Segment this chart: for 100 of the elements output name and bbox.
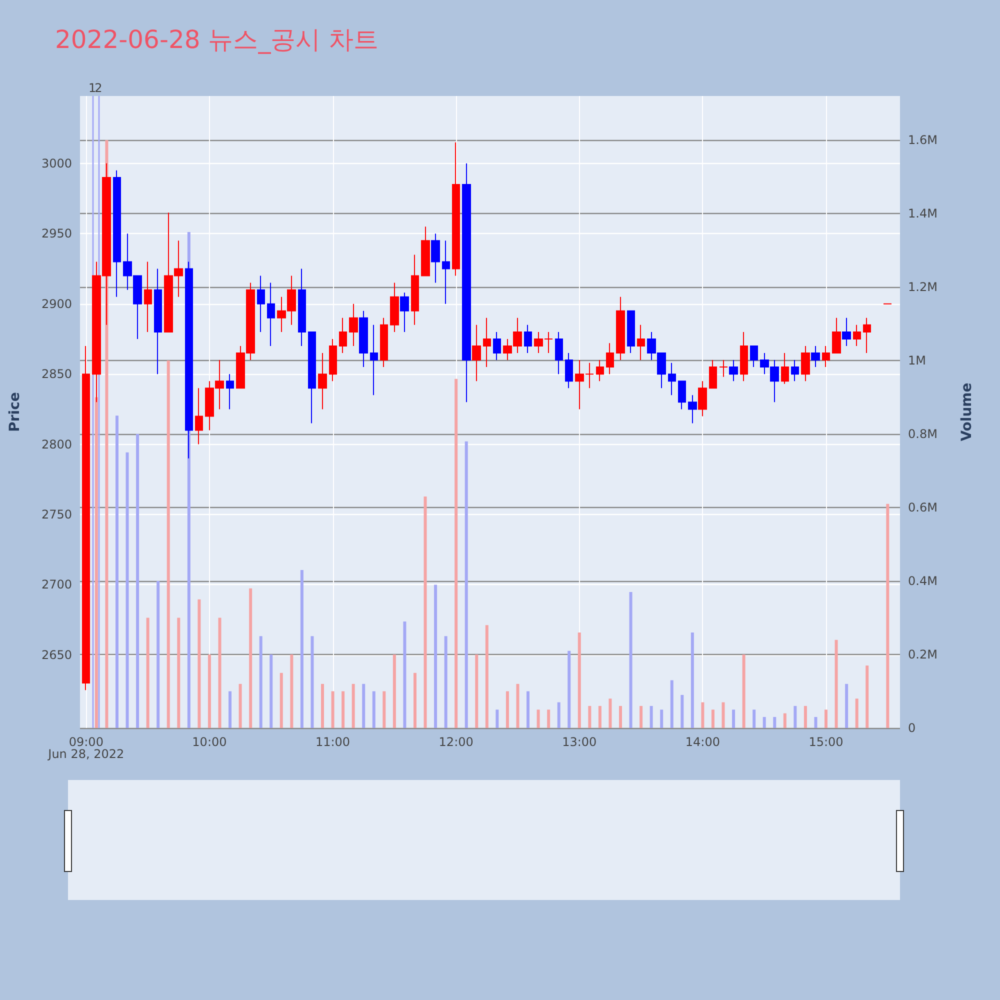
bar <box>608 698 612 728</box>
bar <box>403 621 406 728</box>
bar <box>290 654 294 728</box>
candlestick <box>822 345 830 368</box>
bar <box>177 618 180 728</box>
x-tick-label: 13:00 <box>562 735 597 749</box>
candlestick <box>359 310 368 368</box>
x-tick-label: 14:00 <box>685 735 720 749</box>
candlestick <box>740 331 748 382</box>
bar <box>454 378 458 728</box>
x-tick-label: 10:00 <box>192 735 227 749</box>
bar <box>228 691 232 728</box>
candlestick <box>493 331 501 361</box>
y-tick-label: 2900 <box>41 296 72 311</box>
candlestick <box>411 254 419 326</box>
candlestick <box>842 317 851 346</box>
candlestick <box>370 324 378 396</box>
candlestick <box>781 352 789 384</box>
y-tick-label: 2950 <box>41 226 72 241</box>
bar <box>382 691 386 728</box>
candlestick <box>709 360 717 389</box>
candlestick <box>853 324 861 346</box>
x-tick-label: 11:00 <box>315 735 350 749</box>
bar <box>352 684 355 728</box>
candlestick <box>308 331 316 424</box>
candlestick <box>729 360 738 382</box>
candlestick <box>113 170 121 298</box>
candlestick <box>298 268 306 346</box>
bar <box>732 710 736 728</box>
candlestick <box>678 380 686 410</box>
bar <box>619 706 622 728</box>
bar <box>536 710 540 728</box>
bar <box>660 710 664 728</box>
bar <box>834 640 838 728</box>
y-tick-label: 2850 <box>41 367 72 382</box>
bar <box>259 636 262 728</box>
bar <box>650 706 653 728</box>
y-tick-label: 2750 <box>41 508 72 522</box>
candlestick <box>472 324 481 382</box>
bar <box>783 713 786 728</box>
candlestick <box>318 352 327 410</box>
bar <box>126 452 129 728</box>
candlestick <box>811 345 820 368</box>
bar <box>331 691 334 728</box>
bar <box>680 694 684 728</box>
bar <box>249 588 252 728</box>
bar <box>424 496 427 728</box>
bar <box>773 716 776 728</box>
candlestick <box>627 310 635 354</box>
bar <box>342 691 345 728</box>
y2-tick-label: 0.4M <box>908 574 938 588</box>
bar <box>845 684 848 728</box>
bar <box>752 710 756 728</box>
bar <box>886 504 890 728</box>
candlestick <box>452 142 460 276</box>
candlestick <box>195 388 203 445</box>
candlestick <box>698 380 707 417</box>
y-tick-label: 2800 <box>41 437 72 452</box>
y2-tick-label: 1.4M <box>908 206 938 221</box>
x-tick-label: 15:00 <box>808 735 844 749</box>
candlestick <box>637 324 645 361</box>
candlestick <box>688 394 697 424</box>
y-axis-title: Price <box>7 392 23 432</box>
bar <box>711 710 714 728</box>
bar <box>814 716 818 728</box>
candlestick <box>801 345 810 382</box>
candlestick <box>668 362 676 396</box>
bar <box>238 684 242 728</box>
candlestick <box>616 296 625 361</box>
candlestick <box>606 342 614 375</box>
bar <box>629 592 632 728</box>
bar <box>362 684 366 728</box>
ref-line-label: 1 <box>88 81 96 95</box>
y2-tick-label: 0.8M <box>908 427 938 442</box>
candlestick <box>267 282 275 346</box>
bar <box>824 710 828 728</box>
bar <box>690 632 694 728</box>
bar <box>94 397 98 728</box>
candlestick <box>226 374 234 410</box>
bar <box>218 618 222 728</box>
y2-tick-label: 0.2M <box>908 648 938 662</box>
candlestick <box>750 345 758 368</box>
bar <box>372 691 376 728</box>
candlestick <box>791 360 799 382</box>
candlestick <box>719 360 728 378</box>
bar <box>526 691 530 728</box>
bar <box>156 581 160 728</box>
y-tick-label: 3000 <box>41 156 72 170</box>
x-tick-label: 09:00 Jun 28, 2022 <box>47 735 124 761</box>
candlestick <box>421 226 430 276</box>
bar <box>270 654 273 728</box>
chart-title: 2022-06-28 뉴스_공시 차트 <box>55 25 379 54</box>
candlestick <box>565 352 573 389</box>
bar <box>701 702 704 728</box>
bar <box>166 360 170 728</box>
y-tick-label: 2650 <box>41 648 72 662</box>
y2-tick-label: 1.6M <box>908 133 938 148</box>
bar <box>547 710 550 728</box>
candlestick <box>380 317 388 368</box>
bar <box>506 691 509 728</box>
